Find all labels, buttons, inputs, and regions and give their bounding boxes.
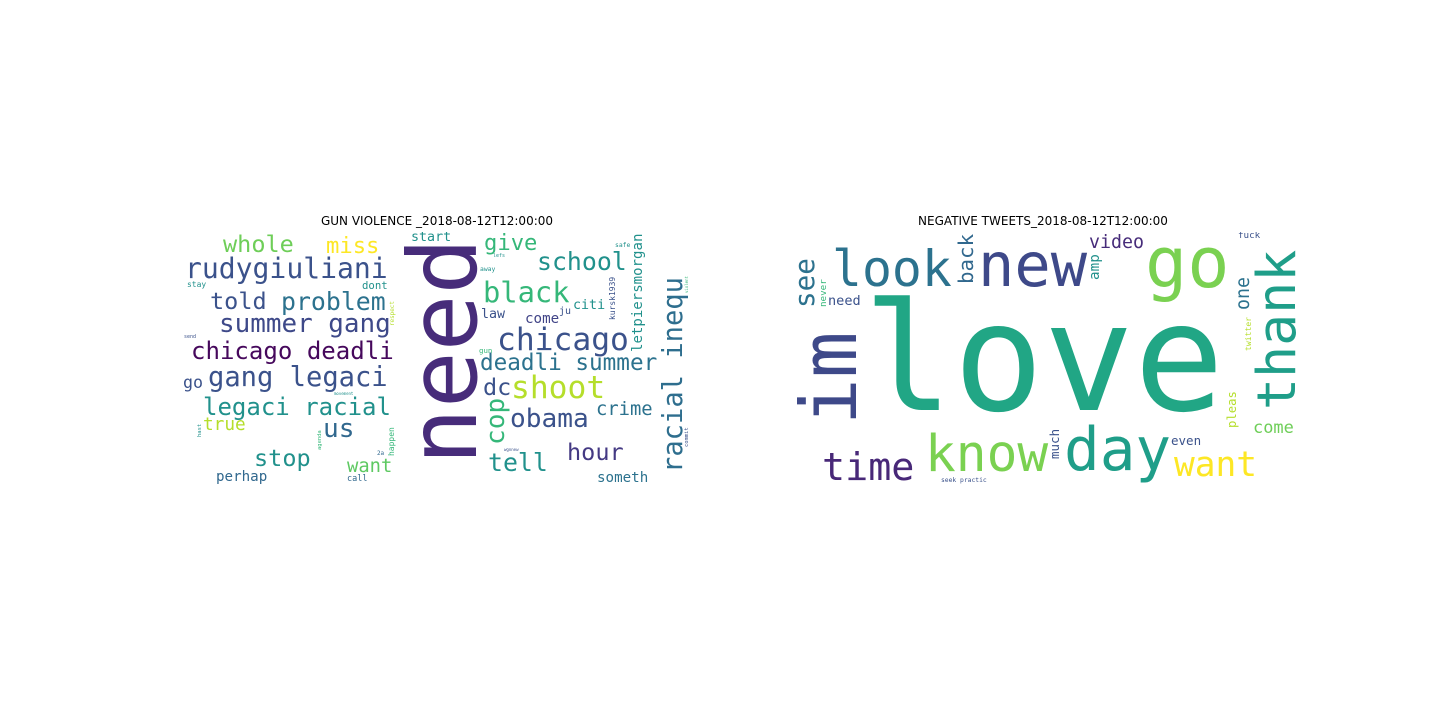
word-chicago-deadli: chicago deadli [191, 337, 394, 366]
wordcloud-area: love new day go im know look thank time want see ba… [789, 232, 1297, 485]
word-legaci-racial: legaci racial [203, 393, 391, 422]
word-movement: movement [334, 390, 354, 396]
word-start: start [411, 232, 452, 246]
word-true: true [203, 414, 246, 435]
word-law: law [481, 307, 506, 323]
word-told: told [210, 287, 267, 316]
word-need: need [828, 293, 861, 310]
word-safe: safe [615, 240, 631, 249]
word-whole: whole [223, 232, 294, 259]
word-obama: obama [510, 404, 589, 435]
word-black: black [483, 274, 570, 309]
word-perhap: perhap [216, 469, 268, 485]
word-school: school [537, 247, 627, 277]
word-gang-legaci: gang legaci [208, 362, 388, 394]
word-back: back [954, 233, 978, 284]
word-chicago: chicago [497, 321, 629, 358]
word-day: day [1064, 414, 1172, 484]
word-video: video [1089, 232, 1144, 253]
word-agenda: agenda [317, 429, 323, 450]
word-seek-practic: seek practic [941, 476, 987, 484]
word-see: see [789, 258, 821, 309]
chart-title: NEGATIVE TWEETS_2018-08-12T12:00:00 [918, 214, 1168, 228]
word-fuck: fuck [1238, 232, 1261, 242]
word-letpiersmorgan: letpiersmorgan [630, 233, 646, 353]
word-lefs: lefs [493, 252, 506, 259]
wordcloud-area: need chicago deadli deadli summer gang lega… [183, 232, 691, 485]
word-go: go [1145, 232, 1230, 305]
word-even: even [1171, 433, 1202, 449]
word-away: away [480, 264, 496, 273]
word-commit: commit [684, 426, 690, 447]
word-respect: respect [390, 300, 396, 326]
word-crime: crime [596, 398, 653, 420]
word-wgnnew: wgnnew [504, 446, 519, 452]
word-new: new [978, 232, 1088, 301]
word-gun: gun [479, 345, 493, 355]
word-violent: violent [684, 275, 689, 293]
word-look: look [832, 239, 952, 298]
word-hast: hast [197, 423, 203, 437]
word-need: need [389, 238, 499, 466]
word-send: send [184, 333, 197, 340]
word-problem: problem [281, 287, 386, 317]
word-shoot: shoot [511, 369, 606, 406]
word-hour: hour [567, 438, 624, 467]
word-deadli-summer: deadli summer [480, 350, 658, 377]
word-know: know [925, 425, 1049, 485]
word-go: go [183, 372, 204, 392]
word-come: come [1253, 416, 1294, 437]
word-come: come [525, 311, 560, 328]
word-time: time [822, 445, 915, 485]
word-tell: tell [488, 448, 548, 478]
word-citi: citi [573, 298, 606, 314]
word-happen: happen [387, 427, 396, 457]
word-rudygiuliani: rudygiuliani [185, 252, 388, 286]
word-love: love [863, 271, 1225, 446]
word-thank: thank [1246, 250, 1297, 411]
word-someth: someth [597, 470, 649, 485]
word-one: one [1233, 276, 1254, 310]
word-dont: dont [362, 279, 388, 293]
word-give: give [484, 232, 538, 257]
word-miss: miss [326, 233, 380, 260]
word-much: much [1047, 428, 1062, 460]
word-stop: stop [254, 444, 311, 473]
word-ju: ju [559, 306, 571, 318]
word-summer-gang: summer gang [219, 309, 391, 340]
chart-title: GUN VIOLENCE _2018-08-12T12:00:00 [320, 214, 554, 228]
word-want: want [1174, 444, 1258, 485]
word-us: us [323, 414, 355, 445]
word-2a: 2a [377, 450, 385, 457]
word-kursk1939: kursk1939 [608, 277, 617, 321]
word-amp: amp [1087, 254, 1103, 281]
word-never: never [818, 279, 829, 308]
word-twitter: twitter [1243, 317, 1253, 352]
word-stay: stay [187, 280, 207, 290]
word-want: want [347, 455, 393, 477]
word-pleas: pleas [1225, 391, 1239, 429]
word-dc: dc [483, 373, 512, 402]
word-cop: cop [481, 397, 511, 446]
word-call: call [347, 474, 368, 485]
word-im: im [789, 330, 875, 425]
